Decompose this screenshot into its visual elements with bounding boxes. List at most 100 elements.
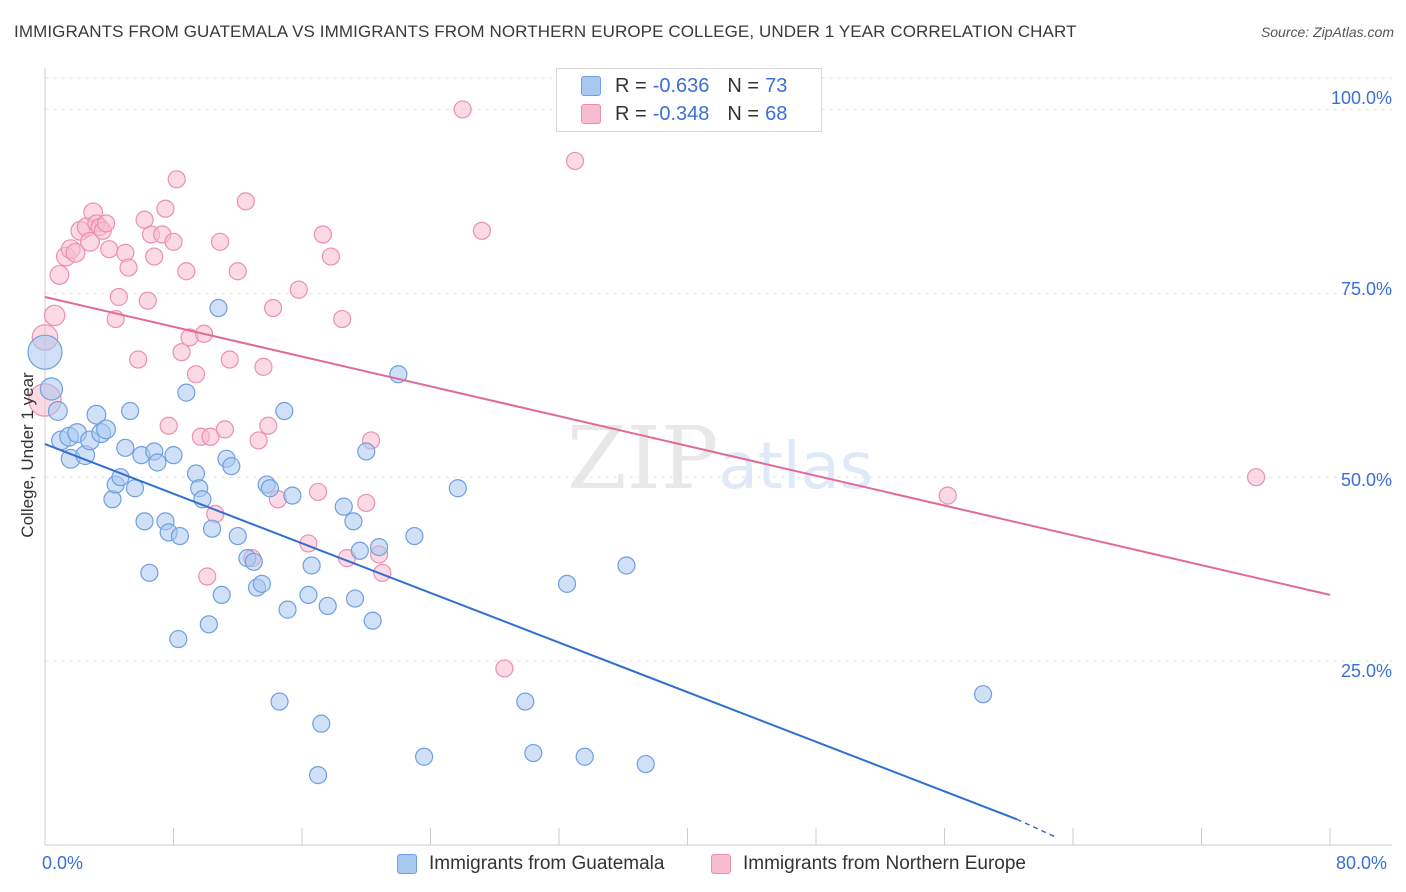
data-point-guatemala (170, 526, 190, 546)
source-label: Source: ZipAtlas.com (1260, 24, 1394, 40)
data-point-northern-europe (228, 262, 247, 281)
data-point-northern-europe (472, 221, 491, 240)
data-point-northern-europe (1247, 468, 1266, 487)
data-point-guatemala (414, 747, 434, 766)
legend-swatch-blue (581, 76, 601, 96)
data-point-guatemala (39, 377, 64, 401)
data-point-guatemala (344, 512, 363, 531)
data-point-guatemala (202, 519, 222, 538)
data-point-guatemala (345, 589, 365, 608)
trend-line-northern-europe (44, 296, 1331, 596)
data-point-guatemala (252, 574, 271, 593)
data-point-guatemala (448, 479, 467, 498)
watermark: ZIPatlas (567, 409, 873, 509)
data-point-guatemala (350, 541, 369, 560)
data-point-guatemala (103, 490, 122, 509)
data-point-guatemala (516, 692, 535, 711)
data-point-northern-europe (65, 242, 86, 263)
r-value: -0.348 (652, 102, 710, 125)
data-point-northern-europe (565, 151, 585, 171)
data-point-northern-europe (249, 431, 268, 450)
data-point-guatemala (96, 419, 116, 440)
data-point-guatemala (135, 512, 154, 531)
trend-lines (44, 296, 1331, 839)
data-point-northern-europe (236, 192, 255, 211)
data-point-northern-europe (308, 482, 328, 502)
bottom-legend-guatemala: Immigrants from Guatemala (397, 852, 664, 876)
data-point-guatemala (186, 464, 206, 483)
data-point-guatemala (363, 611, 382, 630)
r-value: -0.636 (652, 74, 710, 97)
data-point-northern-europe (215, 420, 234, 439)
data-point-guatemala (299, 585, 318, 605)
data-point-guatemala (636, 754, 655, 774)
data-point-northern-europe (373, 563, 392, 582)
data-point-guatemala (177, 383, 196, 402)
data-point-northern-europe (100, 240, 119, 259)
bottom-legend-label: Immigrants from Northern Europe (743, 853, 1026, 874)
series-guatemala (27, 298, 993, 785)
r-label: R = (615, 74, 647, 97)
data-point-guatemala (199, 615, 218, 634)
n-label: N = (727, 74, 760, 97)
data-point-northern-europe (220, 350, 239, 369)
data-point-northern-europe (80, 231, 100, 252)
data-point-guatemala (370, 537, 389, 557)
data-point-guatemala (260, 479, 279, 498)
stats-legend: R = -0.636 N = 73 R = -0.348 N = 68 (556, 68, 822, 132)
data-point-guatemala (302, 556, 321, 575)
n-value: 73 (765, 74, 788, 97)
data-point-northern-europe (138, 291, 157, 310)
data-point-guatemala (116, 438, 135, 457)
data-point-guatemala (973, 685, 993, 704)
data-point-northern-europe (938, 486, 957, 505)
data-point-northern-europe (164, 232, 183, 251)
n-label: N = (727, 102, 760, 125)
data-point-guatemala (212, 585, 231, 605)
n-value: 68 (765, 102, 788, 125)
data-point-guatemala (557, 574, 577, 593)
chart-title: IMMIGRANTS FROM GUATEMALA VS IMMIGRANTS … (14, 22, 1077, 41)
data-point-guatemala (121, 401, 140, 421)
data-point-guatemala (169, 629, 188, 649)
data-point-guatemala (524, 743, 543, 763)
data-point-guatemala (405, 526, 424, 546)
data-point-guatemala (283, 486, 302, 505)
data-point-northern-europe (96, 214, 116, 233)
data-point-northern-europe (210, 232, 230, 251)
data-point-northern-europe (254, 357, 273, 376)
data-point-northern-europe (109, 287, 128, 307)
bottom-legend-swatch-pink (711, 854, 731, 874)
legend-row-northern-europe: R = -0.348 N = 68 (581, 101, 787, 127)
data-point-northern-europe (177, 262, 196, 281)
grid-lines (45, 77, 1392, 662)
data-point-guatemala (308, 766, 328, 785)
data-point-guatemala (617, 556, 636, 575)
data-point-guatemala (575, 747, 594, 766)
data-point-northern-europe (119, 258, 138, 277)
legend-row-guatemala: R = -0.636 N = 73 (581, 73, 787, 99)
data-point-northern-europe (116, 243, 135, 262)
data-point-northern-europe (159, 416, 178, 435)
data-point-northern-europe (289, 280, 308, 299)
data-point-guatemala (140, 563, 159, 582)
r-label: R = (615, 102, 647, 125)
data-point-guatemala (228, 526, 247, 546)
x-tick-label: 80.0% (1336, 853, 1388, 873)
data-point-guatemala (222, 457, 241, 476)
y-tick-label: 25.0% (1340, 661, 1392, 681)
data-point-northern-europe (495, 659, 514, 678)
data-point-northern-europe (259, 416, 278, 435)
y-tick-label: 50.0% (1340, 470, 1392, 490)
data-point-northern-europe (453, 100, 472, 119)
data-point-guatemala (86, 404, 107, 425)
data-point-guatemala (357, 442, 376, 461)
x-tick-label: 0.0% (42, 853, 84, 873)
data-point-northern-europe (167, 170, 186, 189)
data-point-guatemala (27, 334, 63, 370)
data-point-guatemala (47, 401, 68, 421)
trend-line-guatemala-extension (1016, 818, 1058, 839)
data-point-northern-europe (156, 199, 175, 218)
y-axis-label: College, Under 1 year (18, 372, 37, 538)
